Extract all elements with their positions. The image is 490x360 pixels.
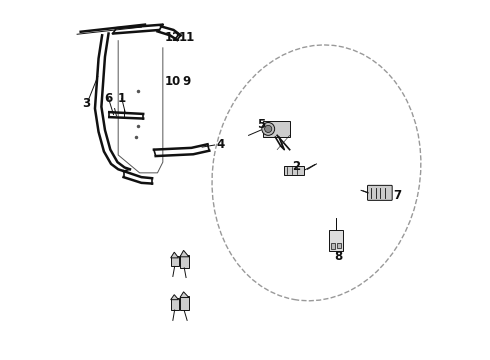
Bar [171,256,178,266]
Text: 6: 6 [104,92,113,105]
Bar [329,230,343,251]
Text: 2: 2 [292,160,300,173]
Text: 3: 3 [82,97,90,110]
Bar [180,296,189,310]
Text: 12: 12 [165,31,181,44]
Circle shape [262,122,275,135]
Text: 5: 5 [257,118,265,131]
Bar [284,166,304,175]
Text: 9: 9 [182,75,191,88]
Text: 7: 7 [393,189,401,202]
Circle shape [265,125,272,132]
Text: 8: 8 [335,250,343,263]
Bar [171,298,178,310]
Polygon shape [171,252,178,258]
Text: 4: 4 [217,139,225,152]
Bar [331,243,335,249]
Bar [263,121,290,137]
Polygon shape [171,295,178,300]
Text: 11: 11 [178,31,195,44]
Polygon shape [180,250,189,257]
FancyBboxPatch shape [368,185,392,201]
Polygon shape [180,292,189,297]
Bar [180,255,189,267]
Text: 1: 1 [118,92,126,105]
Text: 10: 10 [165,75,181,88]
Bar [337,243,341,248]
